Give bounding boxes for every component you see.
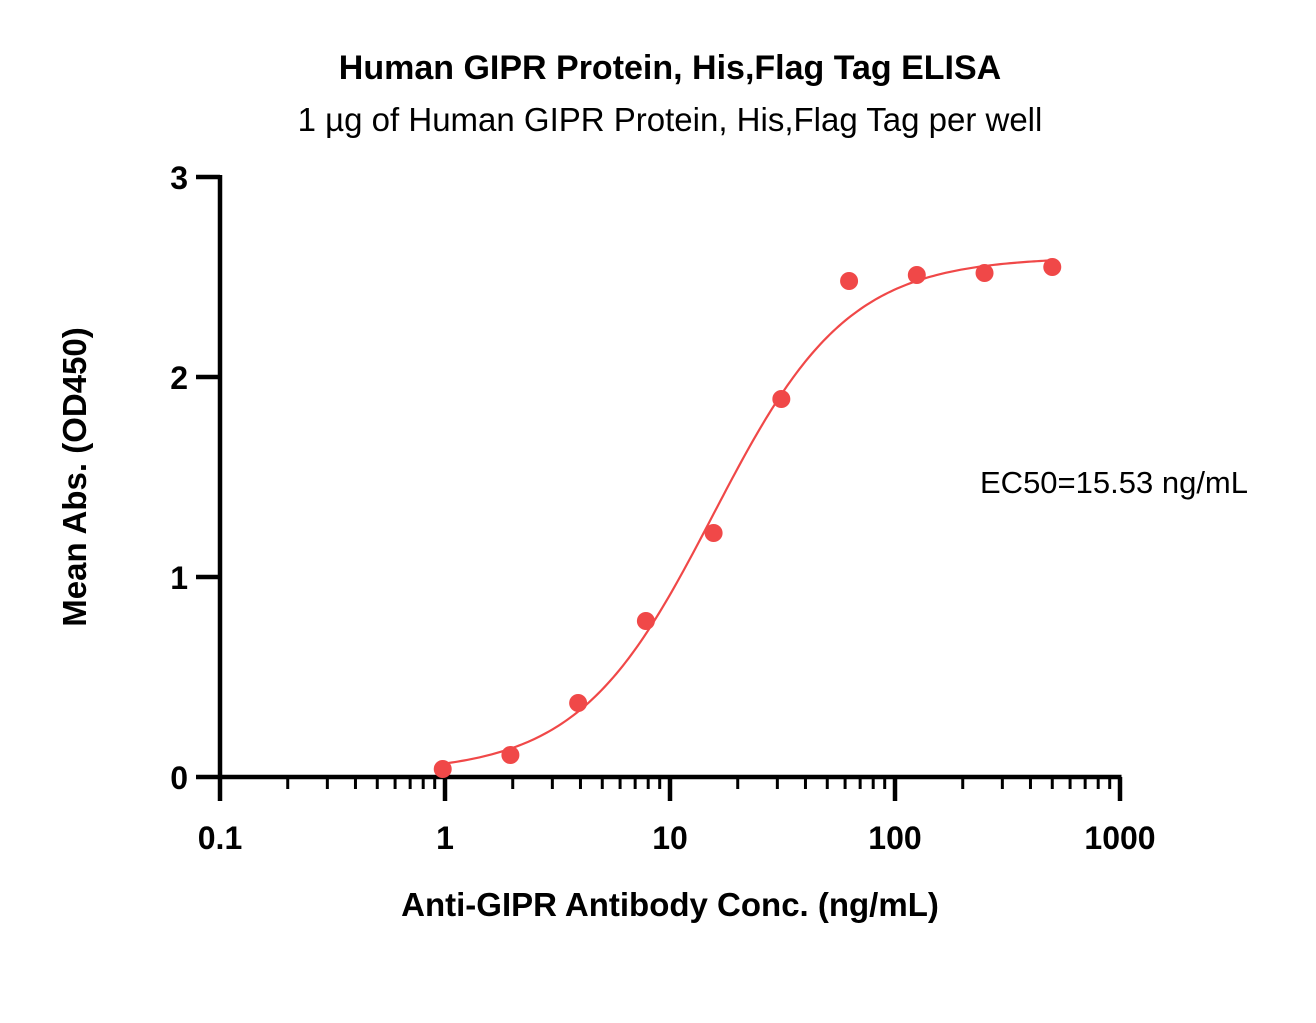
x-axis-label: Anti-GIPR Antibody Conc. (ng/mL): [401, 886, 939, 923]
x-tick-label: 10: [652, 820, 688, 856]
chart-subtitle: 1 µg of Human GIPR Protein, His,Flag Tag…: [298, 101, 1043, 138]
y-tick-label: 1: [170, 560, 188, 596]
data-point: [636, 612, 655, 630]
x-tick-label: 1: [436, 820, 454, 856]
data-point: [433, 760, 452, 778]
y-tick-label: 0: [170, 760, 188, 796]
data-point: [907, 266, 926, 284]
y-tick-label: 3: [170, 160, 188, 196]
data-point: [1043, 258, 1062, 276]
y-axis-label: Mean Abs. (OD450): [56, 327, 93, 627]
x-tick-label: 1000: [1084, 820, 1155, 856]
x-tick-label: 100: [868, 820, 921, 856]
data-point: [501, 746, 520, 764]
x-ticks: 0.1 1 10 100 1000: [198, 777, 1156, 856]
y-tick-label: 2: [170, 360, 188, 396]
data-point: [772, 390, 791, 408]
data-point: [704, 524, 723, 542]
x-tick-label: 0.1: [198, 820, 242, 856]
data-points: [433, 258, 1062, 778]
fit-curve: [442, 259, 1053, 765]
ec50-annotation: EC50=15.53 ng/mL: [980, 465, 1248, 500]
y-ticks: 0 1 2 3: [170, 160, 220, 796]
data-point: [569, 694, 588, 712]
chart-title: Human GIPR Protein, His,Flag Tag ELISA: [339, 49, 1001, 87]
data-point: [840, 272, 859, 290]
data-point: [975, 264, 994, 282]
